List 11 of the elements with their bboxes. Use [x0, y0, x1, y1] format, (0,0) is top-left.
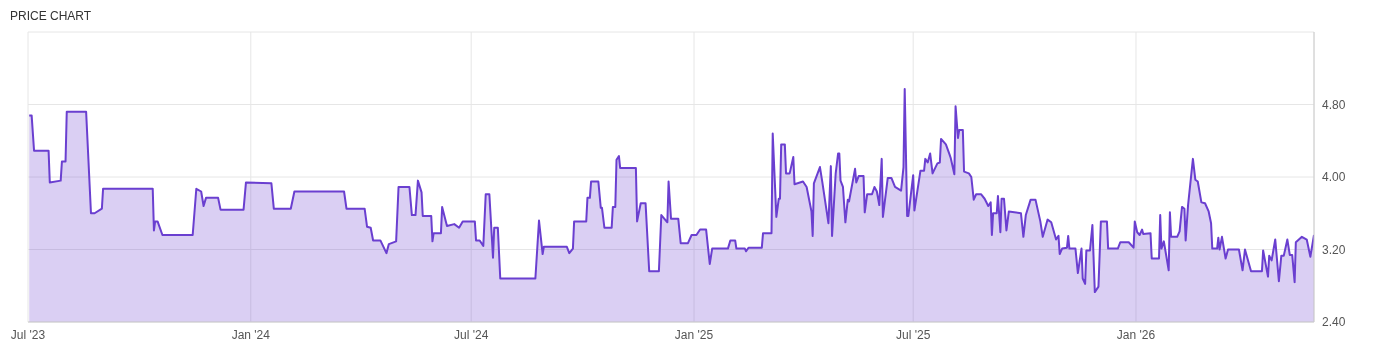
- x-tick-label: Jan '25: [674, 327, 714, 342]
- x-tick-label: Jan '24: [231, 327, 271, 342]
- chart-title: PRICE CHART: [9, 8, 93, 25]
- y-tick-label: 2.40: [1322, 315, 1346, 330]
- x-tick-label: Jan '26: [1116, 327, 1156, 342]
- y-tick-label: 3.20: [1322, 242, 1346, 257]
- x-tick-label: Jul '24: [454, 327, 489, 342]
- y-tick-label: 4.00: [1322, 170, 1346, 185]
- y-tick-label: 4.80: [1322, 97, 1346, 112]
- x-tick-label: Jul '23: [10, 327, 46, 342]
- x-tick-label: Jul '25: [896, 327, 931, 342]
